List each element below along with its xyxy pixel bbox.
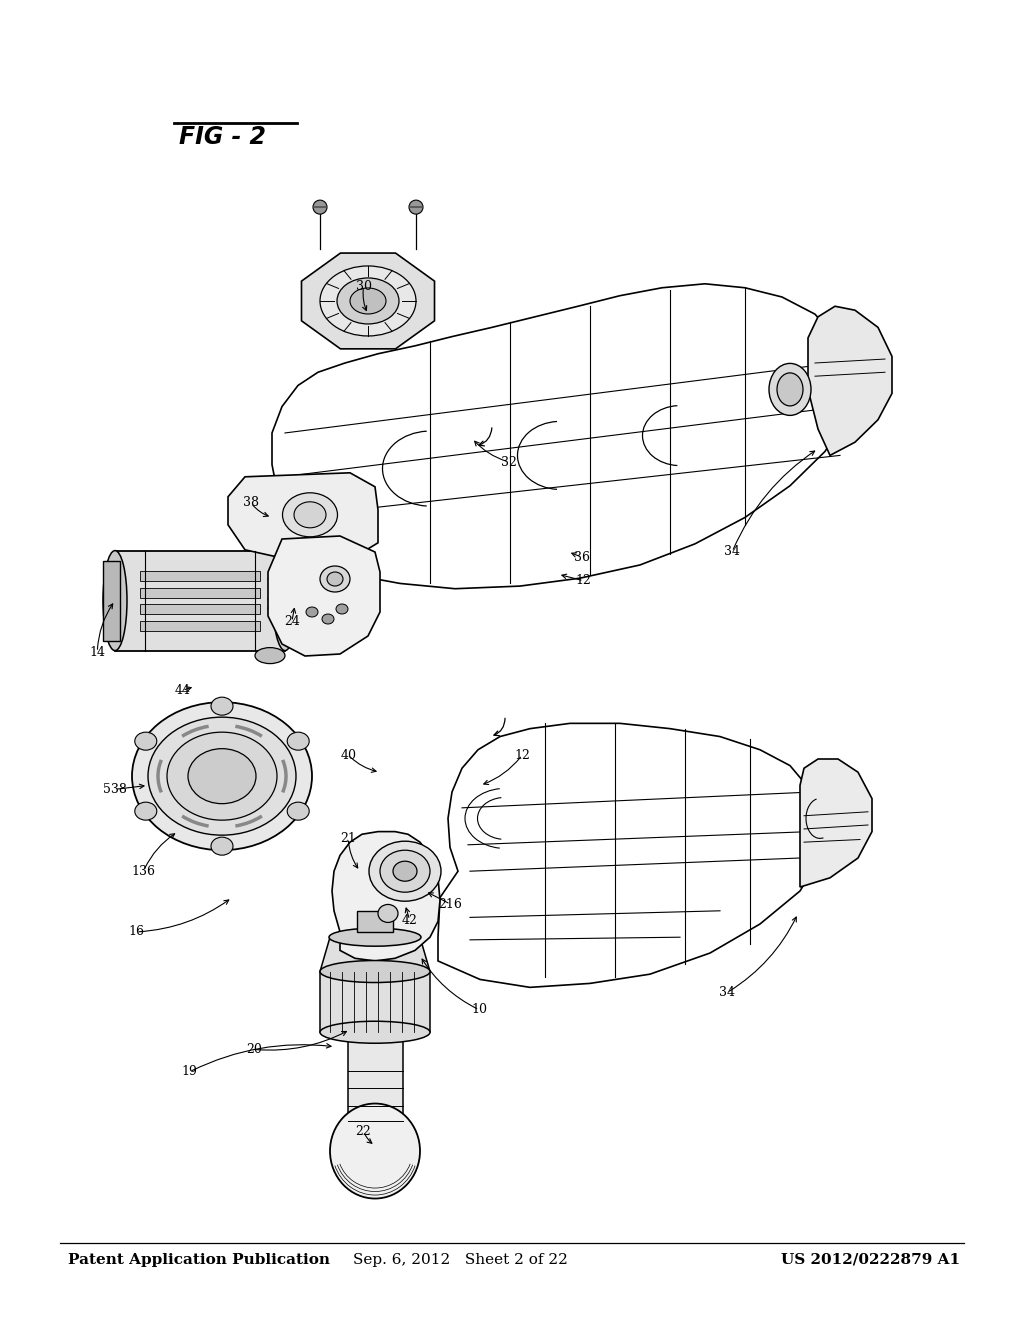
Ellipse shape	[273, 550, 297, 651]
Text: 16: 16	[128, 925, 144, 939]
Ellipse shape	[148, 717, 296, 836]
Ellipse shape	[103, 550, 127, 651]
Polygon shape	[438, 723, 822, 987]
Polygon shape	[332, 832, 440, 961]
Text: 32: 32	[501, 455, 517, 469]
Polygon shape	[140, 587, 260, 598]
Ellipse shape	[319, 566, 350, 591]
Text: 12: 12	[514, 748, 530, 762]
Ellipse shape	[135, 733, 157, 750]
Ellipse shape	[211, 697, 233, 715]
Text: 30: 30	[355, 280, 372, 293]
Text: 22: 22	[355, 1125, 372, 1138]
Text: 34: 34	[724, 545, 740, 558]
Text: 21: 21	[340, 832, 356, 845]
Ellipse shape	[313, 201, 327, 214]
Polygon shape	[140, 570, 260, 581]
Ellipse shape	[188, 748, 256, 804]
Polygon shape	[808, 306, 892, 455]
Text: 40: 40	[340, 748, 356, 762]
Text: 10: 10	[471, 1003, 487, 1016]
Ellipse shape	[167, 733, 278, 820]
Ellipse shape	[393, 861, 417, 882]
Text: 136: 136	[131, 865, 156, 878]
Ellipse shape	[409, 201, 423, 214]
Ellipse shape	[769, 363, 811, 416]
Text: US 2012/0222879 A1: US 2012/0222879 A1	[781, 1253, 961, 1267]
Text: 14: 14	[89, 645, 105, 659]
Ellipse shape	[306, 607, 318, 616]
Text: 19: 19	[181, 1065, 198, 1078]
Ellipse shape	[319, 961, 430, 982]
Polygon shape	[357, 911, 393, 932]
Polygon shape	[115, 550, 285, 651]
Ellipse shape	[777, 372, 803, 405]
Ellipse shape	[330, 1104, 420, 1199]
Polygon shape	[140, 603, 260, 614]
Text: 44: 44	[174, 684, 190, 697]
Ellipse shape	[319, 265, 416, 337]
Text: 36: 36	[573, 550, 590, 564]
Text: 42: 42	[401, 913, 418, 927]
Text: 20: 20	[246, 1043, 262, 1056]
Polygon shape	[319, 937, 430, 972]
Ellipse shape	[337, 279, 399, 323]
Text: 24: 24	[284, 615, 300, 628]
Polygon shape	[800, 759, 872, 887]
Polygon shape	[301, 253, 434, 348]
Ellipse shape	[211, 837, 233, 855]
Polygon shape	[268, 536, 380, 656]
Text: Patent Application Publication: Patent Application Publication	[68, 1253, 330, 1267]
Text: FIG - 2: FIG - 2	[179, 125, 266, 149]
Polygon shape	[228, 473, 378, 560]
Text: 34: 34	[719, 986, 735, 999]
Text: 38: 38	[243, 496, 259, 510]
Ellipse shape	[287, 733, 309, 750]
Polygon shape	[140, 620, 260, 631]
Text: Sep. 6, 2012   Sheet 2 of 22: Sep. 6, 2012 Sheet 2 of 22	[352, 1253, 567, 1267]
Ellipse shape	[329, 928, 421, 946]
Ellipse shape	[283, 492, 338, 537]
Ellipse shape	[369, 841, 441, 902]
Ellipse shape	[378, 904, 398, 923]
Polygon shape	[103, 561, 120, 640]
Ellipse shape	[132, 702, 312, 850]
Ellipse shape	[255, 648, 285, 664]
Ellipse shape	[319, 1022, 430, 1043]
Ellipse shape	[287, 803, 309, 820]
Polygon shape	[272, 284, 850, 589]
Ellipse shape	[135, 803, 157, 820]
Ellipse shape	[380, 850, 430, 892]
Text: 12: 12	[575, 574, 592, 587]
Text: 216: 216	[438, 898, 463, 911]
Ellipse shape	[327, 572, 343, 586]
Ellipse shape	[294, 502, 326, 528]
Ellipse shape	[336, 605, 348, 614]
Polygon shape	[319, 972, 430, 1032]
Ellipse shape	[322, 614, 334, 624]
Ellipse shape	[350, 288, 386, 314]
Polygon shape	[347, 1032, 402, 1137]
Text: 538: 538	[102, 783, 127, 796]
